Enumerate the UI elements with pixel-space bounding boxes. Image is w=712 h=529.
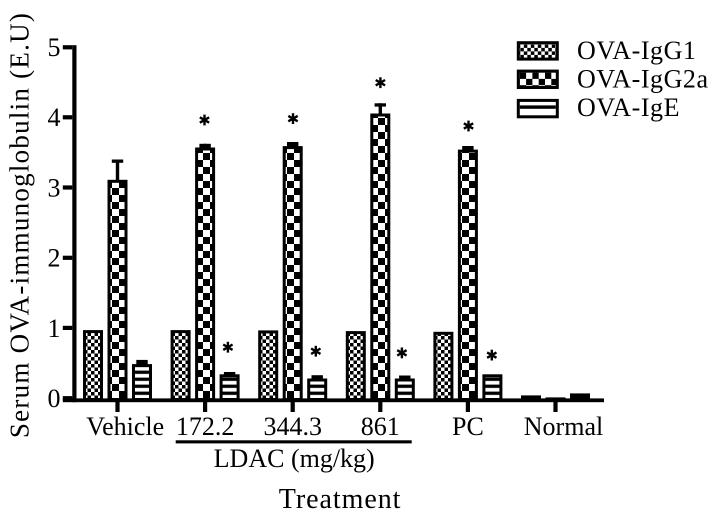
svg-text:OVA-IgG2a: OVA-IgG2a [577, 64, 709, 93]
svg-text:Treatment: Treatment [279, 484, 402, 515]
svg-text:Serum OVA-immunoglobulin (E.U): Serum OVA-immunoglobulin (E.U) [5, 12, 35, 438]
svg-text:Normal: Normal [524, 412, 603, 441]
svg-text:1: 1 [48, 314, 61, 343]
svg-text:2: 2 [48, 244, 61, 273]
svg-text:5: 5 [48, 33, 61, 62]
svg-text:Vehicle: Vehicle [86, 412, 164, 441]
svg-text:OVA-IgE: OVA-IgE [577, 93, 680, 122]
svg-text:OVA-IgG1: OVA-IgG1 [577, 36, 696, 65]
svg-text:0: 0 [48, 384, 61, 413]
svg-text:PC: PC [452, 412, 484, 441]
svg-text:4: 4 [48, 103, 61, 132]
svg-text:861: 861 [361, 412, 400, 441]
svg-text:172.2: 172.2 [176, 412, 235, 441]
svg-text:LDAC (mg/kg): LDAC (mg/kg) [214, 444, 375, 473]
svg-text:3: 3 [48, 173, 61, 202]
svg-text:344.3: 344.3 [263, 412, 322, 441]
